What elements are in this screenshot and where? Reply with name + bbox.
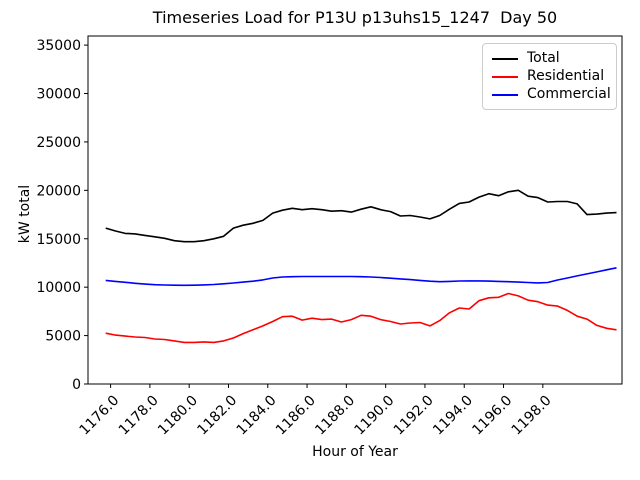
legend: Total Residential Commercial <box>482 43 617 110</box>
y-tick-label: 30000 <box>36 87 81 103</box>
x-tick-label: 1186.0 <box>273 393 319 439</box>
legend-label: Commercial <box>527 86 611 102</box>
y-tick-label: 25000 <box>36 135 81 151</box>
x-tick-label: 1176.0 <box>76 393 122 439</box>
x-tick-label: 1198.0 <box>509 393 555 439</box>
x-tick-label: 1178.0 <box>116 393 162 439</box>
legend-item-total: Total <box>492 51 608 66</box>
x-tick-label: 1180.0 <box>155 393 201 439</box>
chart-title: Timeseries Load for P13U p13uhs15_1247 D… <box>152 8 558 27</box>
series-line-residential <box>105 292 617 344</box>
y-tick-label: 10000 <box>36 280 81 296</box>
legend-label: Total <box>527 50 560 66</box>
y-axis-label: kW total <box>17 184 33 244</box>
x-tick-label: 1192.0 <box>391 393 437 439</box>
y-tick-label: 35000 <box>36 38 81 54</box>
legend-item-commercial: Commercial <box>492 86 611 102</box>
legend-line-swatch-total <box>492 57 518 60</box>
y-tick-label: 15000 <box>36 232 81 248</box>
y-tick-label: 20000 <box>36 183 81 199</box>
series-line-commercial <box>105 267 617 287</box>
x-tick-label: 1184.0 <box>234 393 280 439</box>
y-tick-label: 5000 <box>45 329 81 345</box>
series-line-total <box>105 189 617 243</box>
legend-line-swatch-residential <box>492 75 518 78</box>
y-tick-label: 0 <box>72 377 81 393</box>
legend-line-swatch-commercial <box>492 93 518 96</box>
plot-frame <box>87 35 623 385</box>
x-tick-label: 1190.0 <box>352 393 398 439</box>
x-tick-label: 1188.0 <box>312 393 358 439</box>
x-axis-label: Hour of Year <box>312 444 398 460</box>
legend-item-residential: Residential <box>492 69 608 84</box>
legend-label: Residential <box>527 68 605 84</box>
x-tick-label: 1196.0 <box>469 393 515 439</box>
x-tick-label: 1194.0 <box>430 393 476 439</box>
x-tick-label: 1182.0 <box>194 393 240 439</box>
